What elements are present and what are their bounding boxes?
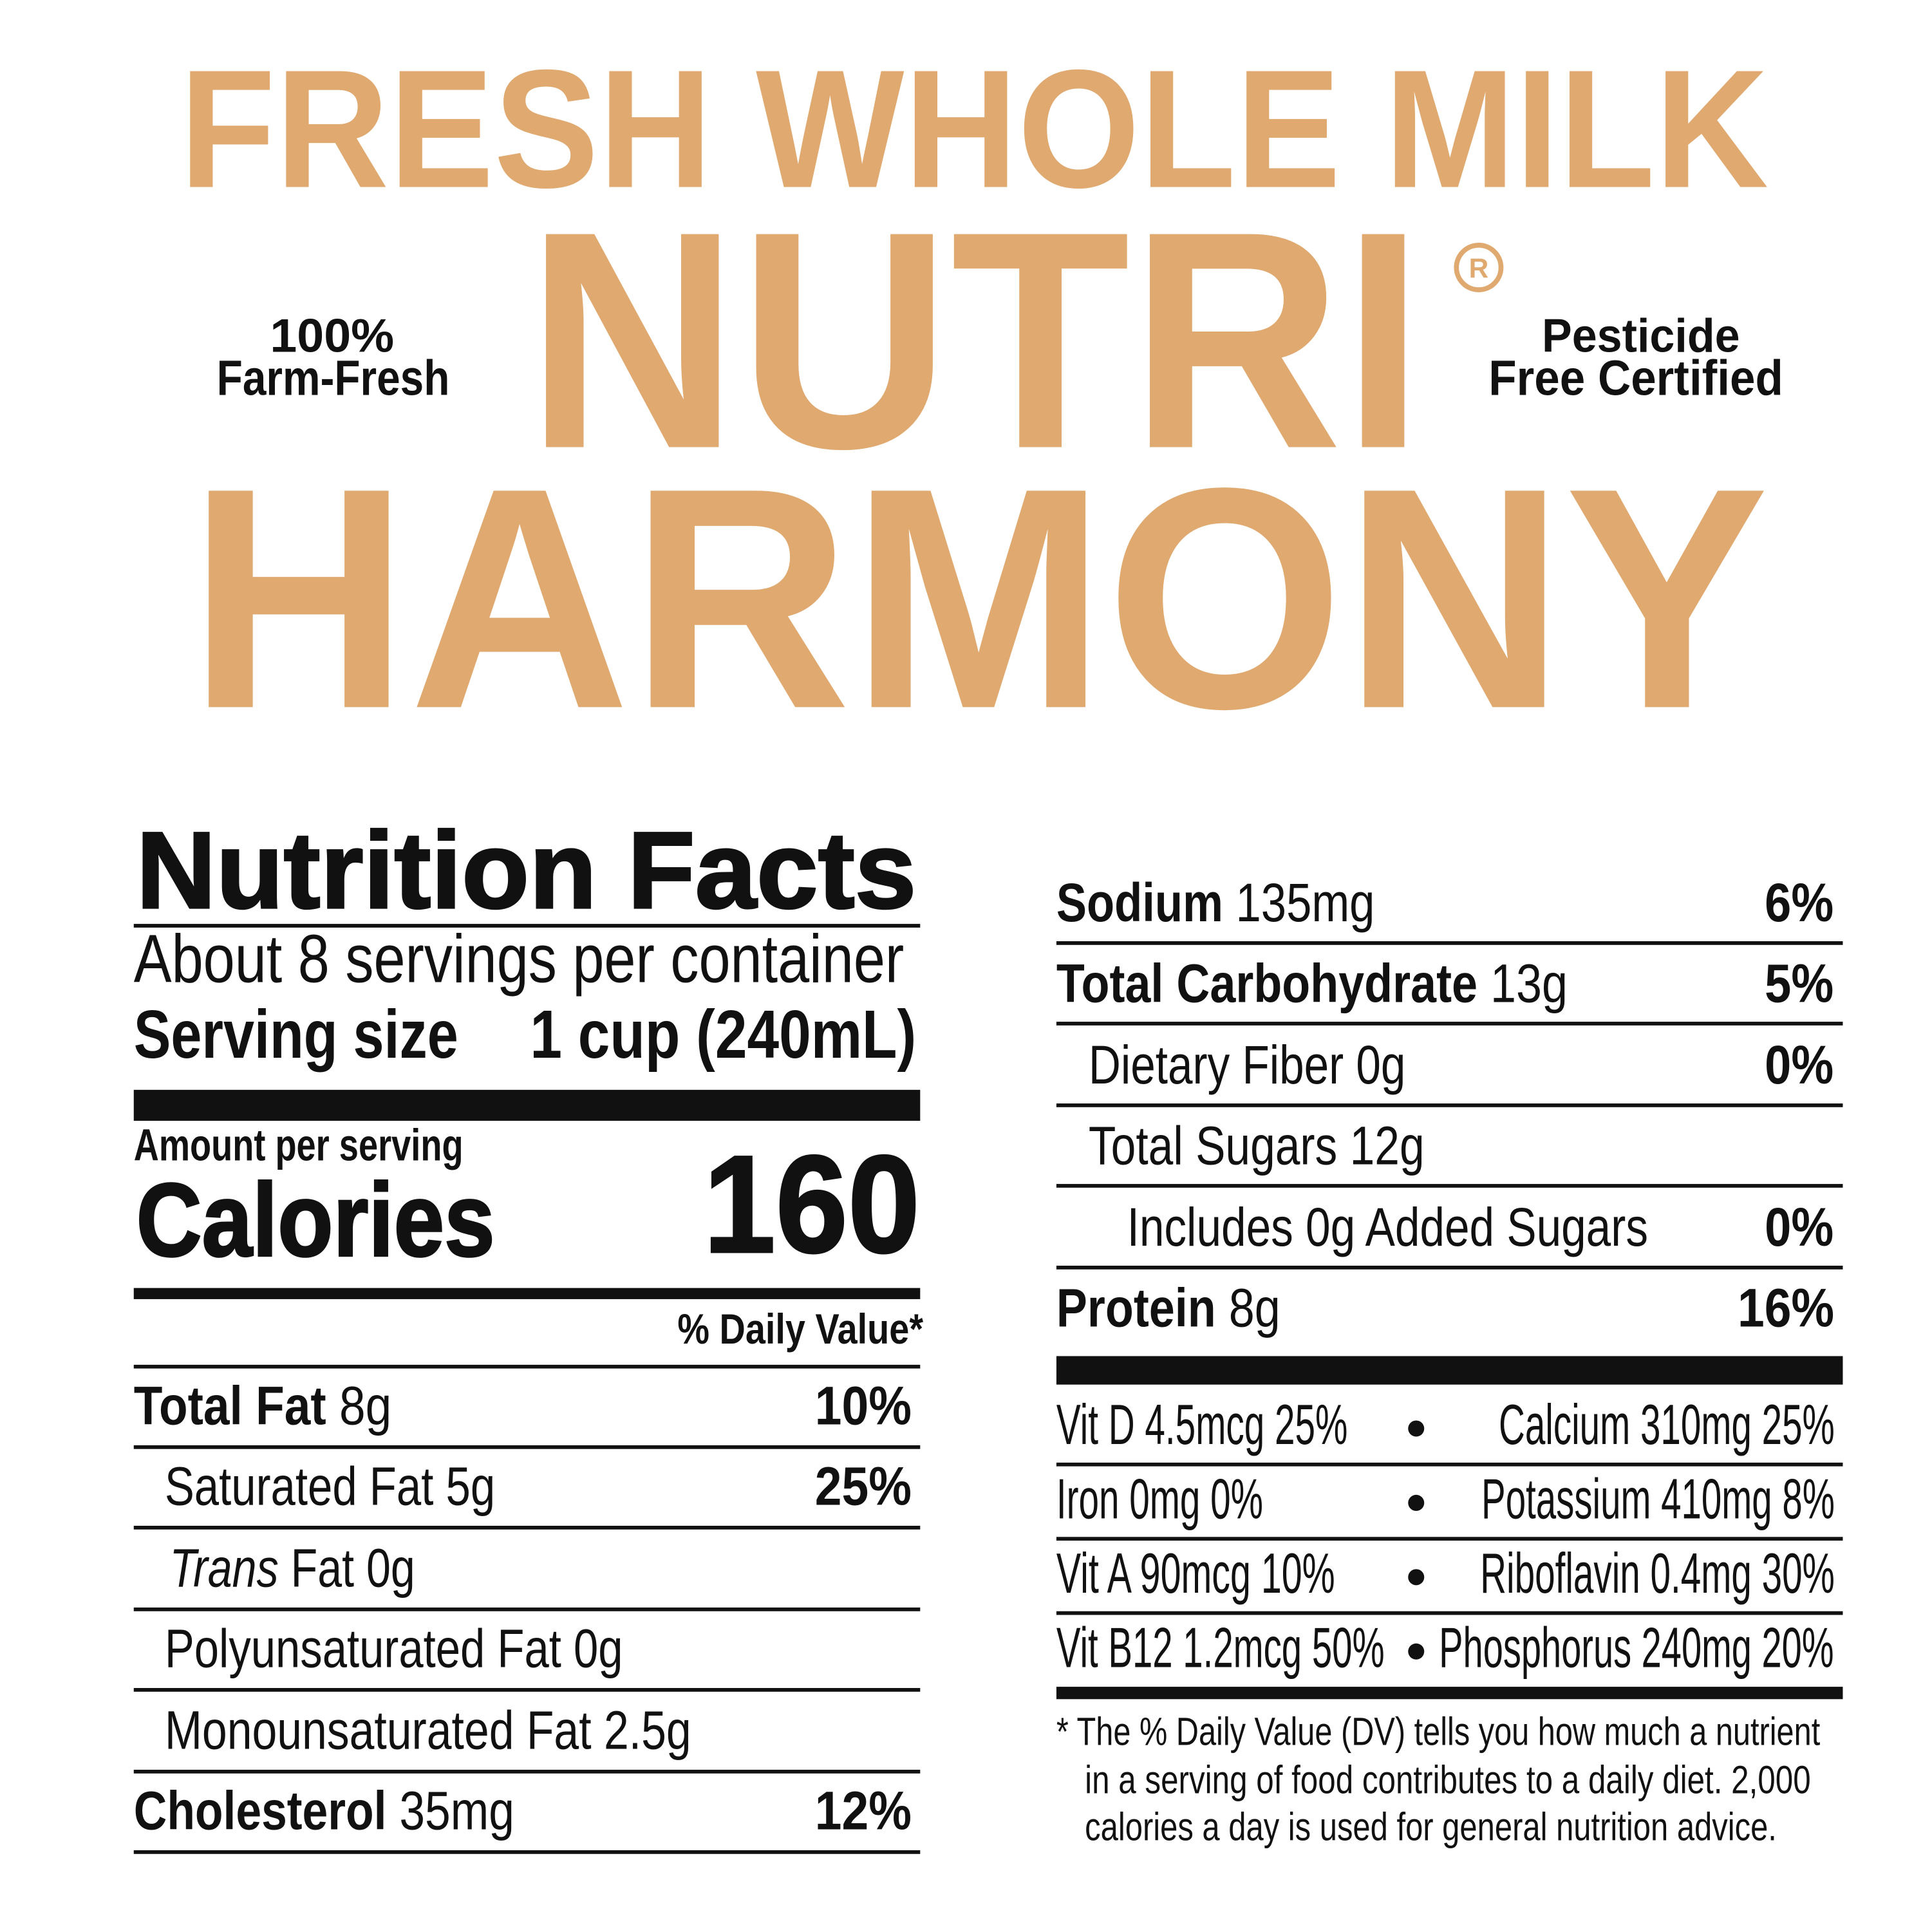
vitamin-left: Vit A 90mcg 10% <box>1056 1541 1335 1606</box>
daily-value-header: % Daily Value* <box>677 1306 923 1354</box>
nutrient-name: Sodium <box>1056 873 1223 934</box>
serving-size-label: Serving size <box>133 995 458 1073</box>
bullet-icon <box>1408 1643 1425 1660</box>
nutrient-name: Includes 0g Added Sugars <box>1127 1197 1649 1259</box>
medium-divider <box>1056 1687 1843 1700</box>
nutrient-name: Monounsaturated Fat <box>164 1700 592 1761</box>
nutrition-facts-title: Nutrition Facts <box>135 809 917 932</box>
divider <box>1056 1537 1843 1541</box>
nutrient-dv: 16% <box>1737 1278 1834 1339</box>
nutrient-amount: 0g <box>1356 1035 1406 1096</box>
divider <box>133 1850 921 1854</box>
nutrient-amount: 135mg <box>1235 873 1375 934</box>
bullet-icon <box>1408 1569 1425 1586</box>
bullet-icon <box>1408 1420 1425 1437</box>
footnote-line: in a serving of food contributes to a da… <box>1085 1757 1811 1802</box>
nutrient-dv: 10% <box>814 1376 912 1437</box>
footnote-line: * The % Daily Value (DV) tells you how m… <box>1056 1709 1821 1754</box>
divider <box>1056 1611 1843 1615</box>
brand-name-line1: NUTRI <box>526 167 1424 513</box>
nutrient-name: Polyunsaturated Fat <box>164 1618 561 1680</box>
nutrient-dv: 25% <box>814 1456 912 1517</box>
claim-right-line2: Free Certified <box>1488 352 1783 406</box>
divider <box>133 1445 921 1449</box>
medium-divider <box>133 1288 921 1299</box>
serving-size-value: 1 cup (240mL) <box>530 995 917 1073</box>
divider <box>1056 1103 1843 1107</box>
bullet-icon <box>1408 1494 1425 1511</box>
divider <box>133 1688 921 1692</box>
divider <box>1056 941 1843 945</box>
divider <box>1056 1266 1843 1270</box>
nutrient-amount: 0g <box>366 1538 415 1599</box>
divider <box>1056 1184 1843 1188</box>
divider <box>1056 1462 1843 1467</box>
divider <box>133 924 921 928</box>
product-subtitle: FRESH WHOLE MILK <box>179 34 1769 223</box>
nutrient-name: Saturated Fat <box>164 1456 434 1517</box>
thick-divider <box>133 1089 921 1121</box>
nutrient-amount: 8g <box>339 1376 392 1437</box>
registered-mark-icon: R <box>1454 243 1504 292</box>
nutrient-name: Total Sugars <box>1088 1116 1338 1177</box>
nutrient-name: Fat <box>290 1538 355 1599</box>
nutrient-amount: 5g <box>445 1456 496 1517</box>
nutrient-name: Cholesterol <box>133 1781 387 1842</box>
vitamin-left: Iron 0mg 0% <box>1056 1466 1263 1531</box>
vitamin-right: Riboflavin 0.4mg 30% <box>1479 1541 1834 1606</box>
nutrient-amount: 2.5g <box>603 1700 691 1761</box>
nutrient-name-italic: Trans <box>169 1538 279 1599</box>
nutrient-dv: 12% <box>814 1781 912 1842</box>
calories-label: Calories <box>135 1161 496 1279</box>
footnote-line: calories a day is used for general nutri… <box>1085 1804 1777 1850</box>
claim-right-line1: Pesticide <box>1542 310 1740 363</box>
nutrient-name: Total Carbohydrate <box>1056 953 1478 1015</box>
claim-left-line2: Farm-Fresh <box>216 352 450 406</box>
svg-text:R: R <box>1469 253 1489 283</box>
amount-per-serving: Amount per serving <box>133 1120 464 1170</box>
vitamin-right: Calcium 310mg 25% <box>1498 1392 1834 1457</box>
vitamin-right: Potassium 410mg 8% <box>1481 1466 1834 1531</box>
divider <box>133 1525 921 1530</box>
claim-left-line1: 100% <box>270 310 395 363</box>
calories-value: 160 <box>702 1127 921 1282</box>
divider <box>133 1607 921 1611</box>
nutrient-name: Total Fat <box>133 1376 326 1437</box>
nutrient-amount: 13g <box>1490 953 1568 1015</box>
nutrient-name: Dietary Fiber <box>1088 1035 1344 1096</box>
nutrient-amount: 8g <box>1228 1278 1280 1339</box>
divider <box>1056 1022 1843 1026</box>
nutrient-dv: 0% <box>1765 1197 1834 1259</box>
vitamin-right: Phosphorus 240mg 20% <box>1439 1615 1834 1680</box>
thick-divider <box>1056 1356 1843 1385</box>
nutrient-dv: 0% <box>1765 1035 1834 1096</box>
vitamin-left: Vit D 4.5mcg 25% <box>1056 1392 1348 1457</box>
nutrient-amount: 35mg <box>399 1781 514 1842</box>
nutrient-dv: 6% <box>1765 873 1834 934</box>
divider <box>133 1364 921 1369</box>
nutrient-amount: 0g <box>574 1618 623 1680</box>
nutrient-amount: 12g <box>1349 1116 1425 1177</box>
divider <box>133 1769 921 1774</box>
nutrient-name: Protein <box>1056 1278 1216 1339</box>
nutrient-dv: 5% <box>1765 953 1834 1015</box>
servings-per-container: About 8 servings per container <box>133 920 905 997</box>
brand-name-line2: HARMONY <box>188 422 1769 774</box>
vitamin-left: Vit B12 1.2mcg 50% <box>1056 1615 1385 1680</box>
